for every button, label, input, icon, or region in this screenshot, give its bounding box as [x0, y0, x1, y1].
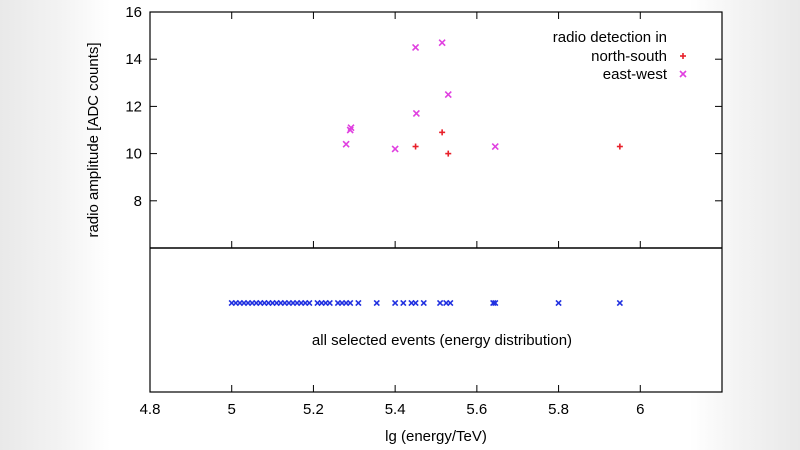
- energy-event-point: [436, 299, 444, 307]
- y-tick-label: 12: [125, 98, 142, 115]
- plot-frame: [149, 11, 723, 393]
- data-point-east-west: [412, 109, 420, 118]
- plot-background: [150, 12, 722, 392]
- data-point-north-south: [445, 150, 452, 157]
- data-point-east-west: [391, 145, 399, 153]
- data-point-east-west: [491, 142, 499, 151]
- x-tick-label: 5: [228, 401, 236, 418]
- lower-panel-annotation: all selected events (energy distribution…: [312, 332, 572, 349]
- energy-event-point: [420, 299, 427, 307]
- energy-event-point: [400, 299, 407, 307]
- y-axis-title: radio amplitude [ADC counts]: [85, 42, 102, 237]
- x-axis-title: lg (energy/TeV): [385, 428, 487, 445]
- data-point-east-west: [412, 43, 420, 51]
- legend-entry-east-west: east-west: [603, 66, 668, 83]
- x-tick-label: 6: [636, 401, 644, 418]
- x-tick-label: 5.2: [303, 401, 324, 418]
- energy-event-point: [490, 299, 497, 307]
- tick-group: 4.8 5 5.2 5.4 5.6 5.8 6 8 10 12 14 16: [125, 4, 722, 418]
- energy-event-point: [447, 299, 454, 307]
- data-point-north-south: [439, 129, 446, 136]
- energy-event-point: [555, 299, 562, 307]
- y-tick-label: 14: [125, 51, 142, 68]
- y-tick-label: 16: [125, 4, 142, 21]
- energy-event-point: [373, 299, 380, 307]
- energy-event-point: [492, 299, 499, 307]
- legend-marker-east-west: [679, 70, 687, 78]
- legend-marker-north-south: [680, 53, 686, 59]
- energy-event-point: [355, 299, 362, 307]
- x-tick-label: 5.8: [548, 401, 569, 418]
- data-point-north-south: [616, 143, 623, 150]
- data-point-east-west: [438, 39, 446, 47]
- x-tick-label: 5.4: [385, 401, 406, 418]
- y-tick-label: 8: [134, 193, 142, 210]
- marks-group: [228, 39, 624, 307]
- data-point-north-south: [412, 143, 419, 150]
- legend-entry-north-south: north-south: [591, 48, 667, 65]
- data-point-east-west: [342, 140, 350, 148]
- energy-event-point: [306, 299, 313, 307]
- data-point-east-west: [444, 91, 452, 99]
- energy-event-point: [347, 299, 354, 307]
- legend-title: radio detection in: [553, 29, 667, 46]
- x-tick-label: 5.6: [466, 401, 487, 418]
- energy-event-point: [391, 299, 399, 307]
- energy-event-point: [412, 299, 419, 307]
- energy-event-point: [616, 299, 624, 307]
- y-tick-label: 10: [125, 146, 142, 163]
- data-point-east-west: [347, 124, 355, 132]
- energy-event-point: [326, 299, 333, 307]
- x-tick-label: 4.8: [140, 401, 161, 418]
